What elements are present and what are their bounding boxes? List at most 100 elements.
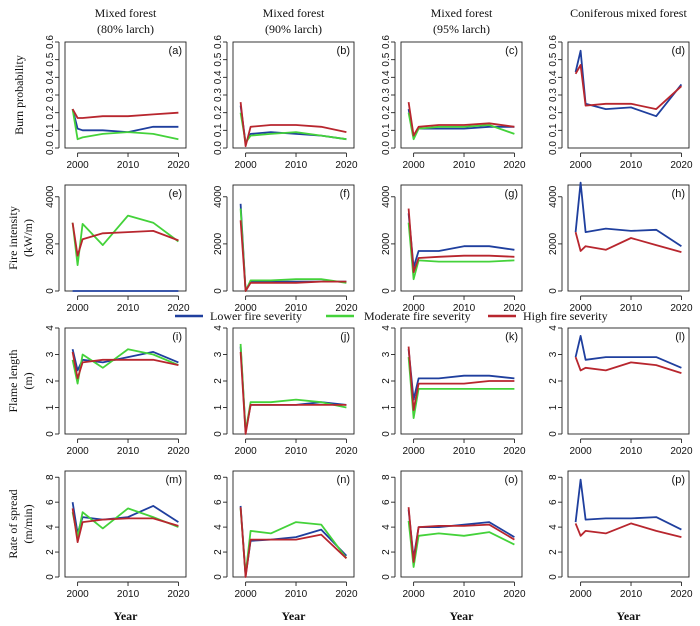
y-tick-label: 4 xyxy=(213,524,224,530)
y-tick-label: 8 xyxy=(45,474,56,480)
x-tick-label: 2000 xyxy=(66,446,89,457)
x-axis-title: Year xyxy=(114,609,139,623)
y-tick-label: 0.4 xyxy=(45,70,56,84)
panel-tag: (p) xyxy=(672,474,685,486)
x-tick-label: 2000 xyxy=(569,446,592,457)
x-tick-label: 2000 xyxy=(569,160,592,171)
y-tick-label: 0.6 xyxy=(381,35,392,49)
series-line-lower-fire-severity xyxy=(574,334,682,369)
series-line-high-fire-severity xyxy=(239,351,347,435)
y-tick-label: 0.0 xyxy=(381,141,392,155)
x-tick-label: 2020 xyxy=(167,160,190,171)
series-line-moderate-fire-severity xyxy=(239,112,347,144)
x-tick-label: 2010 xyxy=(453,589,476,600)
x-tick-label: 2000 xyxy=(402,589,425,600)
panel-k: (k) 0 1 2 3 4 2000 2010 2020 xyxy=(381,325,526,457)
y-tick-label: 1 xyxy=(381,404,392,410)
x-tick-label: 2010 xyxy=(285,446,308,457)
y-tick-label: 0 xyxy=(45,288,56,294)
panel-tag: (j) xyxy=(340,331,350,343)
series-line-moderate-fire-severity xyxy=(407,357,515,420)
series-line-moderate-fire-severity xyxy=(407,222,515,281)
series-line-high-fire-severity xyxy=(407,507,515,563)
y-tick-label: 0.4 xyxy=(213,70,224,84)
row-label-3: Flame length xyxy=(6,350,20,413)
y-tick-label: 2 xyxy=(45,549,56,555)
column-subtitle-2: (90% larch) xyxy=(265,22,322,36)
y-tick-label: 0 xyxy=(548,574,559,580)
series-line-lower-fire-severity xyxy=(239,203,347,292)
panel-m: (m) 0 2 4 6 8 2000 2010 2020 Year xyxy=(45,470,190,623)
panel-frame xyxy=(400,327,523,435)
y-tick-label: 0.2 xyxy=(213,105,224,119)
y-tick-label: 0.6 xyxy=(45,35,56,49)
x-tick-label: 2020 xyxy=(670,303,693,314)
y-tick-label: 1 xyxy=(213,404,224,410)
x-tick-label: 2020 xyxy=(503,160,526,171)
x-tick-label: 2000 xyxy=(66,589,89,600)
panel-tag: (a) xyxy=(169,45,182,57)
panel-frame xyxy=(232,184,355,292)
y-tick-label: 4 xyxy=(548,325,559,331)
row-label-2-unit: (kW/m) xyxy=(21,219,35,257)
panel-tag: (b) xyxy=(337,45,350,57)
panel-tag: (n) xyxy=(337,474,350,486)
y-tick-label: 0.1 xyxy=(213,123,224,137)
y-tick-label: 2 xyxy=(213,378,224,384)
series-line-high-fire-severity xyxy=(407,208,515,274)
x-tick-label: 2000 xyxy=(569,589,592,600)
x-axis-title: Year xyxy=(450,609,475,623)
panel-d: (d) 0.0 0.1 0.2 0.3 0.4 0.5 0.6 2000 2010 2020 xyxy=(548,35,693,171)
column-subtitle-3: (95% larch) xyxy=(433,22,490,36)
panel-tag: (i) xyxy=(172,331,182,343)
x-tick-label: 2020 xyxy=(503,303,526,314)
y-tick-label: 0.4 xyxy=(548,70,559,84)
panel-frame xyxy=(567,41,690,149)
y-tick-label: 0 xyxy=(45,574,56,580)
y-tick-label: 3 xyxy=(213,351,224,357)
column-title-1: Mixed forest xyxy=(95,6,157,20)
x-axis-title: Year xyxy=(617,609,642,623)
panel-e: (e) 0 2000 4000 2000 2010 2020 xyxy=(45,184,190,314)
panel-n: (n) 0 2 4 6 8 2000 2010 2020 Year xyxy=(213,470,358,623)
y-tick-label: 0 xyxy=(213,288,224,294)
x-tick-label: 2010 xyxy=(285,303,308,314)
series-line-high-fire-severity xyxy=(407,101,515,137)
series-line-high-fire-severity xyxy=(239,220,347,292)
panel-frame xyxy=(567,327,690,435)
y-tick-label: 8 xyxy=(213,474,224,480)
y-tick-label: 0 xyxy=(213,574,224,580)
y-tick-label: 0 xyxy=(548,288,559,294)
y-tick-label: 0.5 xyxy=(45,52,56,66)
panel-frame xyxy=(232,41,355,149)
x-tick-label: 2020 xyxy=(167,303,190,314)
y-tick-label: 0 xyxy=(45,431,56,437)
y-tick-label: 4 xyxy=(381,524,392,530)
y-tick-label: 0 xyxy=(213,431,224,437)
legend: Lower fire severity Moderate fire severit… xyxy=(175,309,608,323)
y-tick-label: 0 xyxy=(548,431,559,437)
y-tick-label: 0.1 xyxy=(381,123,392,137)
y-tick-label: 1 xyxy=(548,404,559,410)
y-tick-label: 3 xyxy=(548,351,559,357)
x-tick-label: 2020 xyxy=(167,446,190,457)
x-tick-label: 2000 xyxy=(402,303,425,314)
x-tick-label: 2010 xyxy=(453,446,476,457)
series-line-high-fire-severity xyxy=(574,64,683,110)
series-line-moderate-fire-severity xyxy=(407,520,515,568)
series-line-lower-fire-severity xyxy=(574,478,682,531)
y-tick-label: 8 xyxy=(381,474,392,480)
series-line-lower-fire-severity xyxy=(239,346,347,433)
panel-g: (g) 0 2000 4000 2000 2010 2020 xyxy=(381,184,526,314)
y-tick-label: 0.3 xyxy=(381,88,392,102)
y-tick-label: 0.3 xyxy=(45,88,56,102)
x-tick-label: 2010 xyxy=(620,303,643,314)
series-line-lower-fire-severity xyxy=(407,213,515,269)
panel-tag: (k) xyxy=(505,331,518,343)
panel-frame xyxy=(400,184,523,292)
series-line-moderate-fire-severity xyxy=(239,208,347,292)
x-tick-label: 2020 xyxy=(670,446,693,457)
x-tick-label: 2000 xyxy=(234,160,257,171)
y-tick-label: 2 xyxy=(45,378,56,384)
